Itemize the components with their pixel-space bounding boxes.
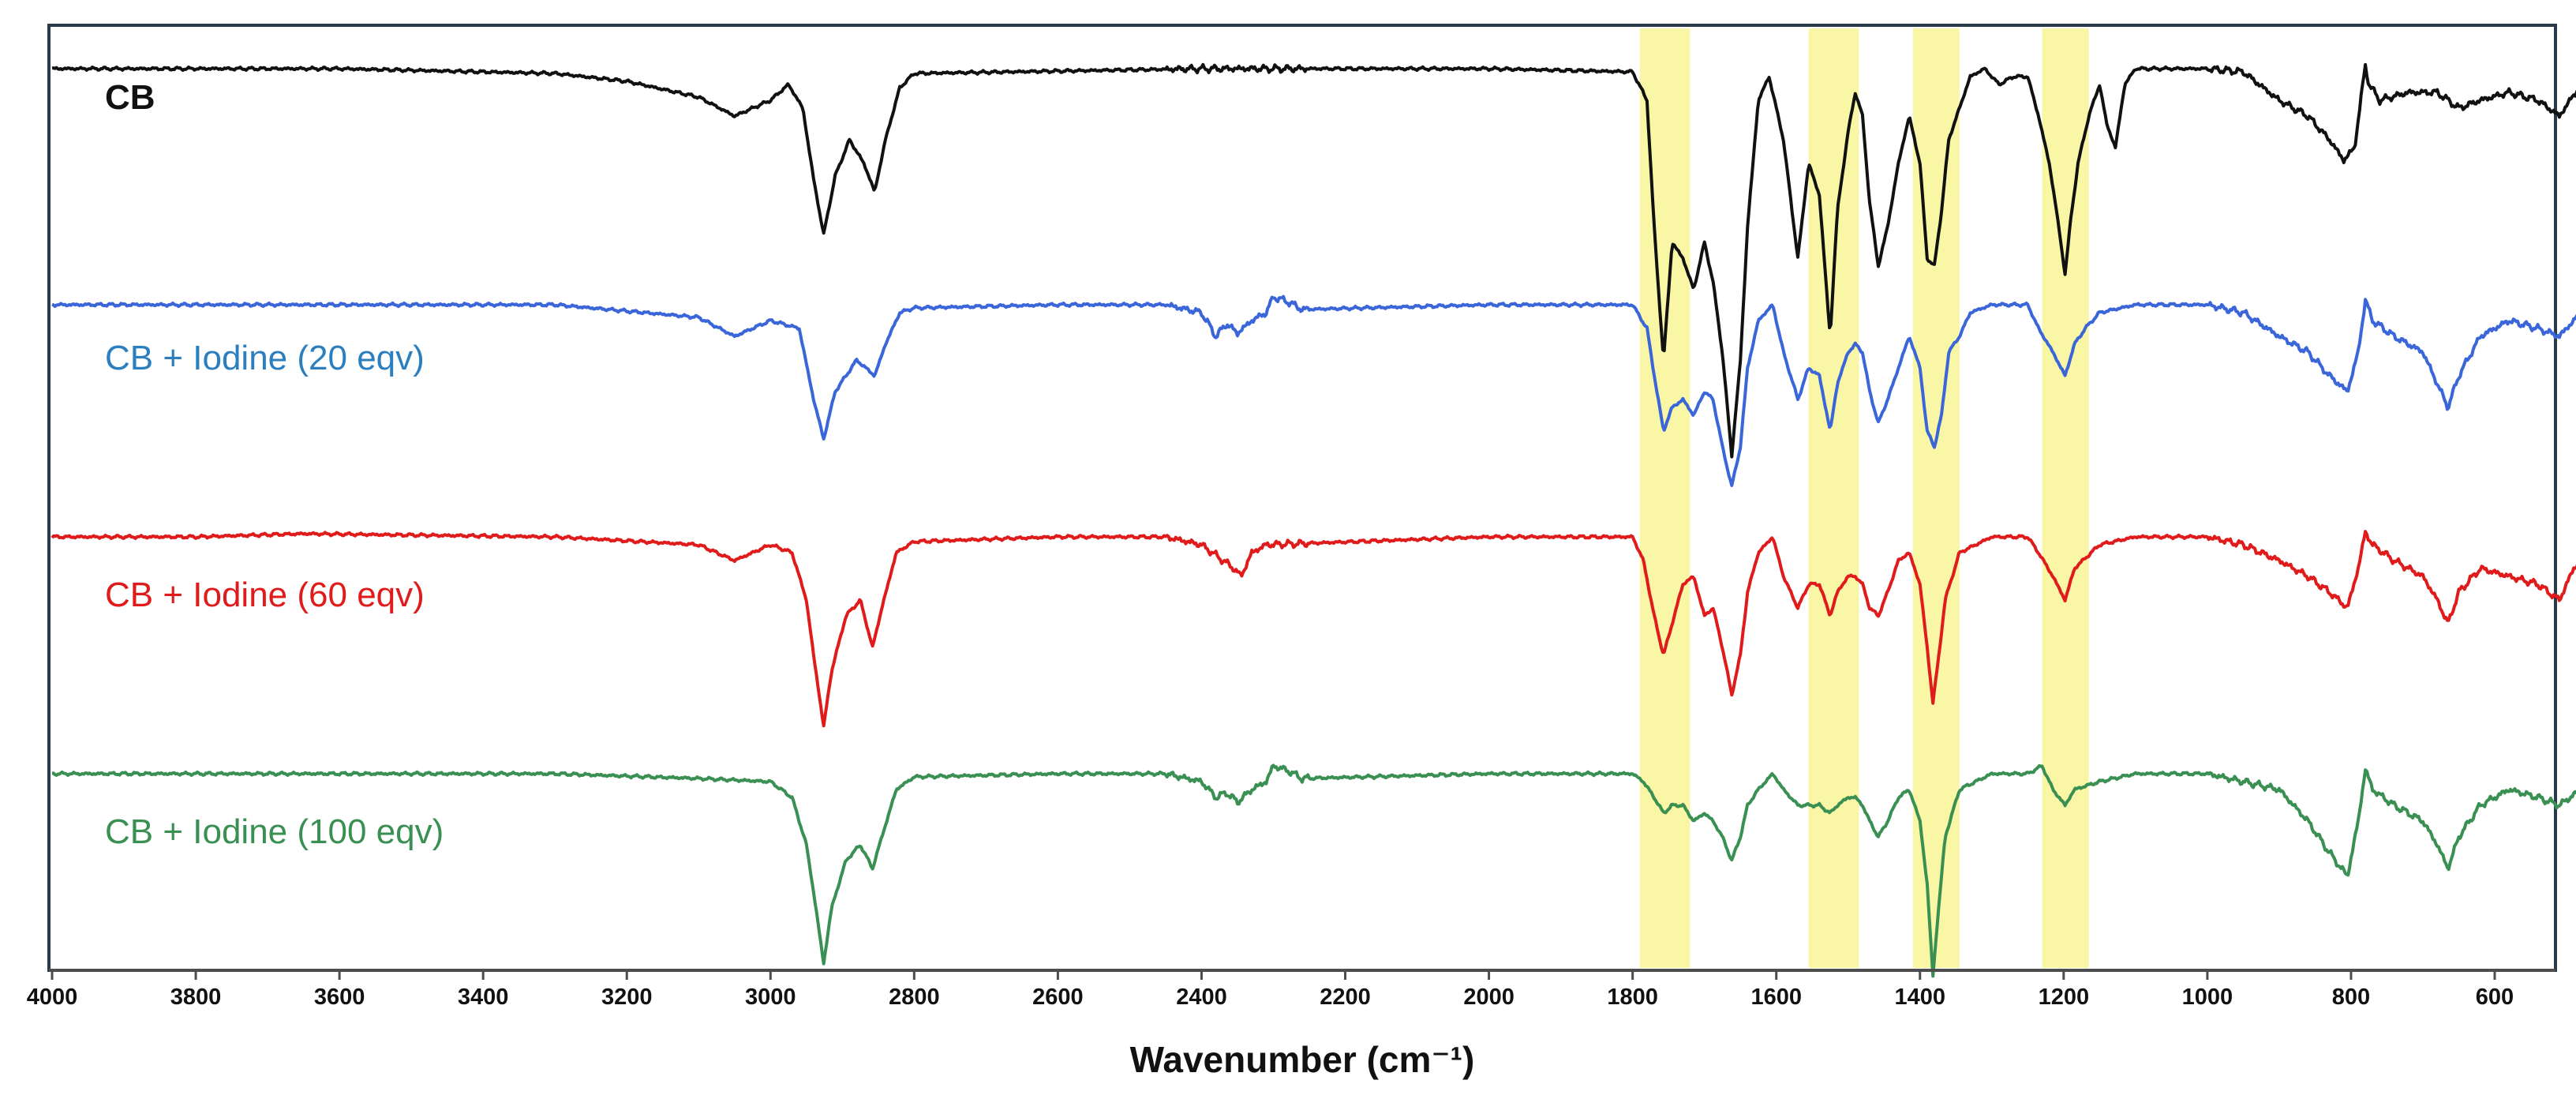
x-tick-label: 3600 (314, 985, 365, 1010)
x-axis-title: Wavenumber (cm⁻¹) (1130, 1039, 1475, 1080)
spectra-series (51, 62, 2576, 978)
highlight-bands (1639, 28, 2089, 968)
x-tick-label: 1600 (1750, 985, 1802, 1010)
x-tick-label: 3400 (458, 985, 509, 1010)
x-tick-label: 2800 (889, 985, 940, 1010)
x-tick-label: 3200 (601, 985, 653, 1010)
x-tick-label: 2200 (1320, 985, 1371, 1010)
x-tick-label: 1000 (2182, 985, 2233, 1010)
series-line-1 (51, 62, 2576, 459)
x-tick-label: 2000 (1463, 985, 1515, 1010)
series-labels: CB CB + Iodine (20 eqv) CB + Iodine (60 … (105, 78, 444, 851)
highlight-band-4 (2042, 28, 2089, 968)
x-tick-label: 3000 (745, 985, 796, 1010)
x-tick-label: 2600 (1032, 985, 1084, 1010)
series-label-cb: CB (105, 78, 155, 117)
series-line-4 (51, 763, 2576, 978)
series-label-iodine-100: CB + Iodine (100 eqv) (105, 812, 444, 851)
x-tick-label: 3800 (170, 985, 222, 1010)
series-label-iodine-20: CB + Iodine (20 eqv) (105, 339, 425, 377)
x-axis-ticks: 4000 3800 3600 3400 3200 3000 2800 2600 2400 2200… (27, 970, 2514, 1010)
highlight-band-1 (1639, 28, 1690, 968)
series-line-2 (51, 294, 2576, 487)
series-label-iodine-60: CB + Iodine (60 eqv) (105, 576, 425, 614)
x-tick-label: 1800 (1607, 985, 1658, 1010)
series-line-3 (51, 530, 2576, 728)
highlight-band-2 (1808, 28, 1859, 968)
x-tick-label: 1200 (2039, 985, 2090, 1010)
x-tick-label: 4000 (27, 985, 78, 1010)
x-tick-label: 600 (2476, 985, 2514, 1010)
x-tick-label: 800 (2332, 985, 2370, 1010)
x-tick-label: 2400 (1176, 985, 1227, 1010)
x-tick-label: 1400 (1895, 985, 1946, 1010)
